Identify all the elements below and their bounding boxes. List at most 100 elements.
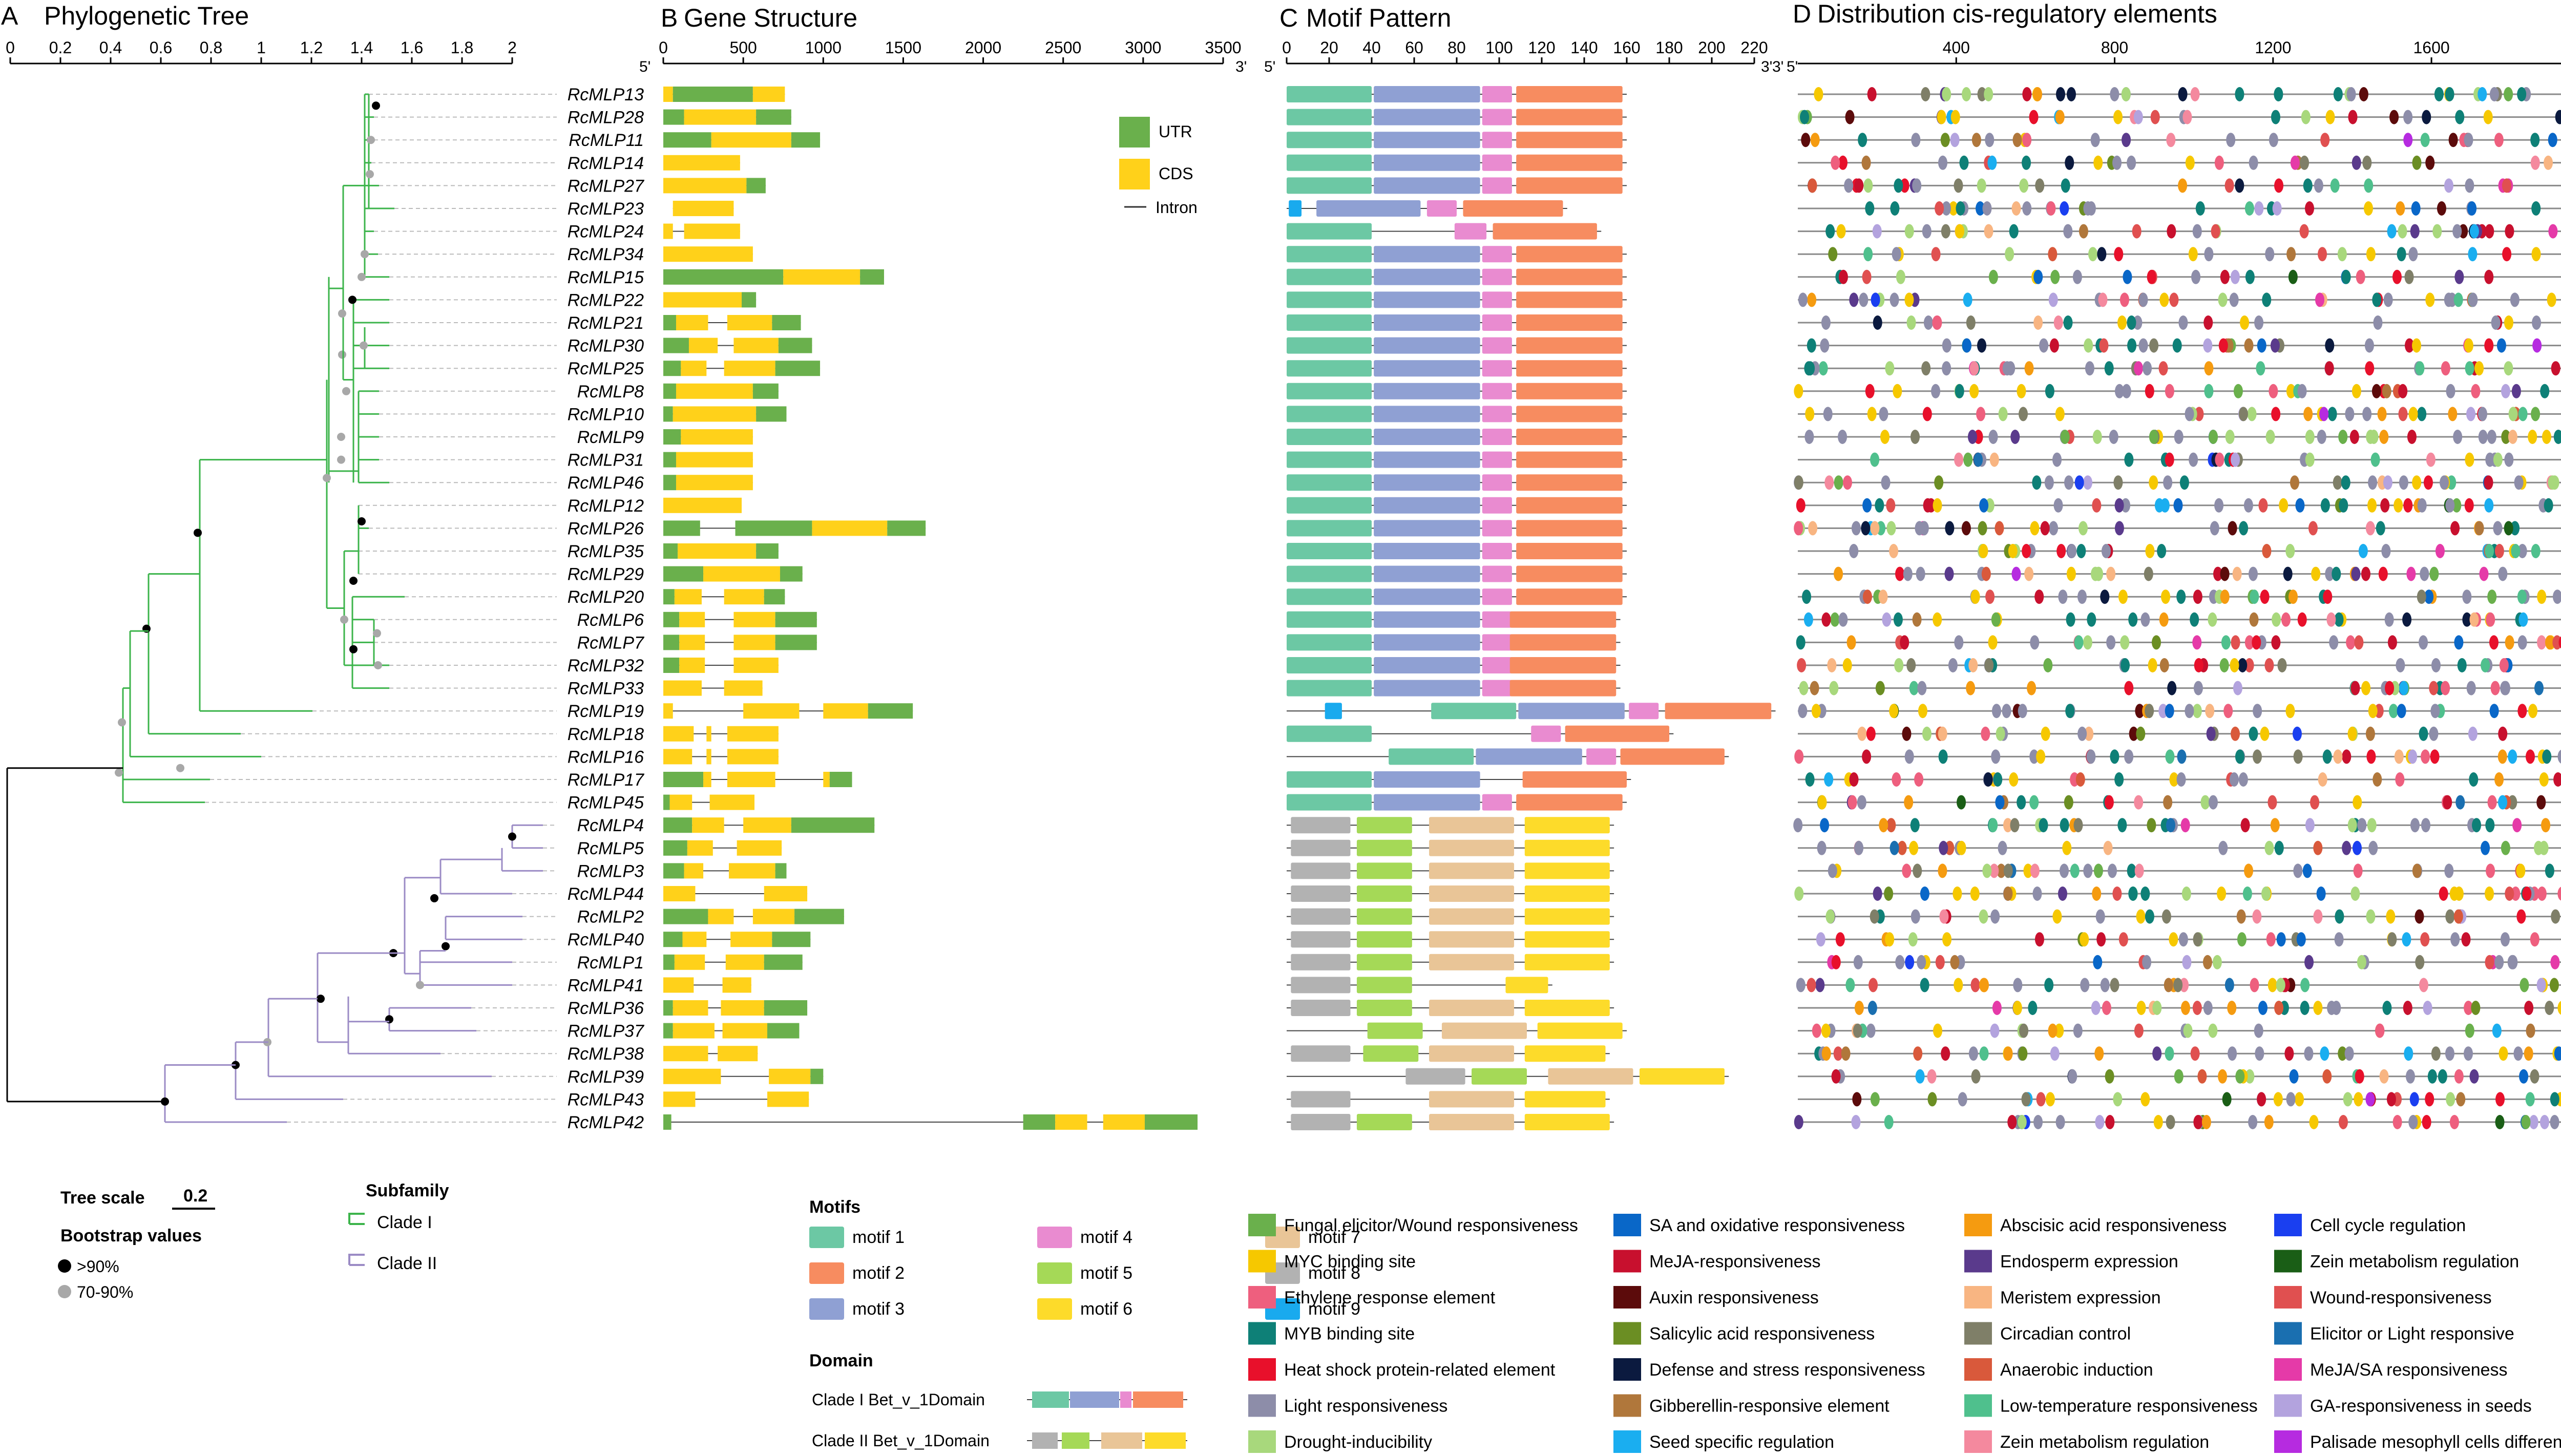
cis-element-mark: [2532, 315, 2542, 330]
utr-segment: [772, 315, 801, 330]
motif-3-block: [1374, 109, 1480, 125]
cis-element-mark: [2398, 224, 2407, 239]
cis-element-mark: [2542, 430, 2551, 444]
cis-element-mark: [2218, 292, 2228, 307]
cis-element-mark: [2075, 772, 2085, 787]
cis-element-mark: [2003, 818, 2012, 833]
motif-3-block: [1374, 383, 1480, 399]
cis-element-mark: [2417, 498, 2427, 513]
cis-element-mark: [2445, 909, 2455, 924]
cis-element-mark: [2536, 795, 2546, 810]
cis-element-mark: [2064, 475, 2074, 490]
cis-element-mark: [2032, 475, 2042, 490]
cis-element-mark: [1824, 475, 1834, 490]
cis-element-mark: [1957, 840, 1966, 855]
cis-element-mark: [2286, 247, 2296, 262]
cis-element-mark: [2452, 498, 2462, 513]
cis-element-mark: [2386, 909, 2396, 924]
bootstrap-mid-node: [373, 629, 381, 638]
panel-b-title: Gene Structure: [684, 4, 857, 32]
utr-segment: [663, 794, 670, 810]
cis-element-mark: [2060, 201, 2069, 216]
cis-element-mark: [1969, 361, 1979, 376]
motif-5-swatch: [1037, 1262, 1072, 1284]
cis-element-mark: [2190, 612, 2199, 627]
utr-segment: [663, 932, 683, 947]
bootstrap-mid-node: [338, 350, 346, 359]
utr-segment: [772, 932, 811, 947]
utr-segment: [663, 863, 684, 879]
utr-segment: [663, 635, 680, 650]
cis-element-mark: [1938, 726, 1947, 741]
cis-element-mark: [2453, 909, 2463, 924]
cis-element-mark: [2286, 1092, 2296, 1107]
cis-element-mark: [1886, 521, 1896, 536]
cis-element-mark: [2524, 1046, 2533, 1061]
cis-element-mark: [2387, 224, 2397, 239]
cis-element-mark: [2191, 269, 2201, 284]
cds-segment: [722, 977, 751, 993]
cis-element-mark: [1807, 338, 1816, 353]
cis-element-mark: [2387, 932, 2397, 947]
cis-element-mark: [2464, 498, 2474, 513]
motif-3-block: [1374, 451, 1480, 468]
motif-3-block: [1374, 680, 1480, 697]
motif-4-block: [1482, 86, 1512, 102]
gene-axis: 5' 3' 0 500 1000 1500 2000 2500 3000 3500: [639, 38, 1247, 75]
cis-element-mark: [2550, 1092, 2559, 1107]
bootstrap-high-label: >90%: [77, 1257, 119, 1276]
motif-tick-label: 80: [1447, 38, 1466, 57]
cis-element-mark: [1799, 681, 1809, 695]
cis-element-mark: [1915, 1069, 1925, 1084]
domain-motif-4: [1120, 1391, 1131, 1408]
cis-element-mark: [2177, 749, 2187, 764]
cis-element-mark: [1892, 772, 1901, 787]
cis-element-mark: [1938, 155, 1948, 170]
motif-1-block: [1287, 223, 1372, 240]
cis-element-mark: [1892, 247, 1901, 262]
cis-element-mark: [2238, 407, 2248, 421]
cds-swatch: [1119, 159, 1150, 189]
cis-element-mark: [1879, 407, 1888, 421]
motif-7-block: [1429, 839, 1515, 856]
cis-element-mark: [1904, 749, 1914, 764]
cis-element-mark: [2083, 635, 2092, 650]
cis-element-mark: [2242, 887, 2252, 901]
cis-element-mark: [1933, 1023, 1943, 1038]
cis-element-mark: [2065, 155, 2074, 170]
cis-element-mark: [2504, 452, 2514, 467]
cis-element-mark: [1905, 955, 1915, 969]
cis-element-mark: [2271, 635, 2281, 650]
cis-element-mark: [2144, 566, 2153, 581]
cis-element-mark: [1890, 840, 1899, 855]
cis-element-mark: [1806, 361, 1815, 376]
cis-element-mark: [1817, 795, 1827, 810]
utr-segment: [746, 178, 766, 194]
cis-element-mark: [2022, 201, 2032, 216]
cis-element-mark: [1824, 772, 1834, 787]
cis-element-mark: [1886, 498, 1896, 513]
cds-segment: [674, 954, 705, 970]
cis-element-mark: [2029, 795, 2039, 810]
cis-element-mark: [1823, 407, 1833, 421]
cis-element-mark: [2212, 955, 2222, 969]
cis-element-mark: [2483, 110, 2493, 124]
cis-legend-label: Ethylene response element: [1284, 1288, 1496, 1307]
cis-element-mark: [2545, 635, 2555, 650]
bootstrap-high-node: [430, 894, 438, 902]
cis-element-mark: [1970, 589, 1980, 604]
cis-tick-label: 1200: [2255, 38, 2291, 57]
cds-segment: [663, 886, 696, 901]
cds-segment: [663, 703, 673, 719]
cis-legend-label: Elicitor or Light responsive: [2310, 1324, 2514, 1344]
gene-tick-label: 0: [659, 38, 668, 57]
cis-element-legend: Fungal elicitor/Wound responsivenessMYC …: [1248, 1214, 2561, 1453]
cis-element-mark: [2048, 292, 2058, 307]
cis-element-mark: [2377, 407, 2387, 421]
cis-element-mark: [1825, 909, 1835, 924]
cis-element-mark: [2200, 795, 2210, 810]
cis-element-mark: [2452, 224, 2462, 239]
motif-1-block: [1287, 497, 1372, 514]
cis-element-mark: [1981, 726, 1990, 741]
cis-element-mark: [2448, 407, 2458, 421]
